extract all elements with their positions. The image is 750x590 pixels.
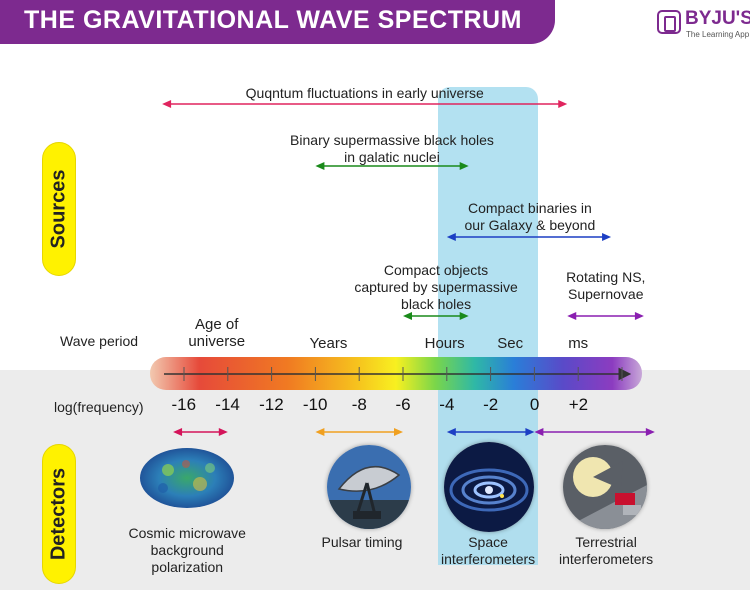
tick-label: -2 bbox=[483, 395, 499, 414]
sources-pill: Sources bbox=[42, 142, 76, 276]
detector-label: Terrestrial interferometers bbox=[559, 534, 654, 567]
page-title: THE GRAVITATIONAL WAVE SPECTRUM bbox=[24, 6, 522, 34]
tick-label: +2 bbox=[568, 395, 589, 414]
brand-tagline: The Learning App bbox=[686, 30, 750, 39]
tick-label: -4 bbox=[439, 395, 455, 414]
detector-range-arrow bbox=[173, 428, 228, 436]
title-banner: THE GRAVITATIONAL WAVE SPECTRUM bbox=[0, 0, 555, 44]
tick-label: -10 bbox=[302, 395, 328, 414]
log-frequency-label: log(frequency) bbox=[54, 399, 144, 415]
detector-range-arrow bbox=[446, 428, 535, 436]
radio-telescope-icon bbox=[327, 445, 411, 529]
brand-mark-icon bbox=[657, 10, 681, 34]
source-label: Compact binaries in our Galaxy & beyond bbox=[464, 200, 596, 233]
ground-detector-icon bbox=[563, 445, 647, 529]
detector-label: Pulsar timing bbox=[321, 534, 403, 550]
source-range-arrow bbox=[162, 100, 568, 108]
period-label: Sec bbox=[497, 335, 524, 352]
tick-label: -6 bbox=[395, 395, 411, 414]
period-label: Age of universe bbox=[188, 316, 246, 350]
detector-range-arrow bbox=[534, 428, 655, 436]
tick-label: -8 bbox=[351, 395, 367, 414]
source-label: Compact objects captured by supermassive b… bbox=[354, 262, 518, 312]
period-label: ms bbox=[568, 335, 589, 352]
detector-label: Cosmic microwave background polarization bbox=[128, 525, 246, 575]
source-label: Rotating NS, Supernovae bbox=[566, 269, 646, 302]
wave-period-label: Wave period bbox=[60, 333, 139, 349]
brand-name: BYJU'S bbox=[685, 8, 750, 29]
tick-label: 0 bbox=[529, 395, 540, 414]
brand-logo: BYJU'S The Learning App bbox=[657, 8, 750, 44]
source-range-arrow bbox=[446, 233, 612, 241]
tick-label: -14 bbox=[215, 395, 240, 414]
cmb-map-icon bbox=[138, 446, 236, 510]
source-label: Quqntum fluctuations in early universe bbox=[245, 85, 484, 101]
spiral-galaxy-icon bbox=[444, 442, 534, 532]
source-label: Binary supermassive black holes in galati… bbox=[290, 132, 494, 165]
source-range-arrow bbox=[315, 162, 469, 170]
period-label: Years bbox=[309, 335, 348, 352]
tick-label: -16 bbox=[171, 395, 197, 414]
source-range-arrow bbox=[567, 312, 644, 320]
detectors-pill: Detectors bbox=[42, 444, 76, 584]
detector-label: Space interferometers bbox=[441, 534, 536, 567]
tick-label: -12 bbox=[259, 395, 284, 414]
source-range-arrow bbox=[403, 312, 469, 320]
detector-range-arrow bbox=[315, 428, 403, 436]
period-label: Hours bbox=[424, 335, 465, 352]
